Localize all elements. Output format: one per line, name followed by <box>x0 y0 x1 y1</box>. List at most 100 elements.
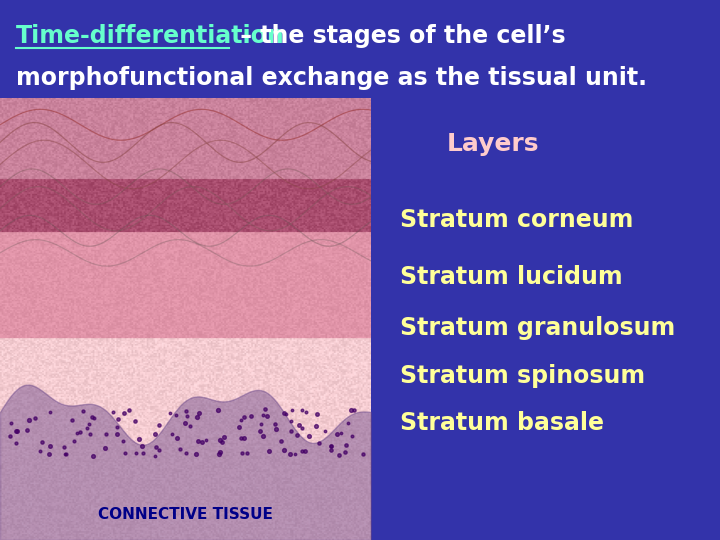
Point <box>190 450 202 458</box>
Point <box>134 434 145 443</box>
Point <box>215 435 226 444</box>
Point <box>320 426 331 435</box>
Point <box>130 449 142 457</box>
Point <box>331 429 343 438</box>
Point <box>35 447 46 455</box>
Point <box>174 445 186 454</box>
Point <box>333 450 345 459</box>
Point <box>235 434 247 442</box>
Point <box>280 410 292 418</box>
Point <box>59 442 71 451</box>
Point <box>181 411 193 420</box>
Point <box>241 448 253 457</box>
Point <box>45 408 56 416</box>
Point <box>88 414 99 422</box>
Point <box>138 449 149 457</box>
Point <box>86 413 98 421</box>
Point <box>246 412 257 421</box>
Point <box>77 406 89 415</box>
Point <box>311 409 323 418</box>
Text: – the stages of the cell’s: – the stages of the cell’s <box>232 24 565 48</box>
Text: Stratum corneum: Stratum corneum <box>400 208 633 232</box>
Point <box>235 416 247 424</box>
Point <box>24 416 35 424</box>
Point <box>297 406 308 415</box>
Point <box>196 438 207 447</box>
Point <box>75 428 86 436</box>
Point <box>212 406 223 415</box>
Point <box>238 434 250 442</box>
Point <box>153 445 165 454</box>
Point <box>325 442 337 451</box>
Point <box>346 432 358 441</box>
Point <box>269 419 280 428</box>
Point <box>325 441 337 450</box>
Point <box>217 438 228 447</box>
Point <box>68 437 80 445</box>
Point <box>254 426 266 435</box>
Point <box>342 418 354 427</box>
Point <box>284 449 295 458</box>
Point <box>136 442 148 450</box>
Text: Stratum granulosum: Stratum granulosum <box>400 316 675 340</box>
Point <box>150 443 162 451</box>
Point <box>153 421 165 429</box>
Point <box>149 430 161 438</box>
Point <box>171 434 183 443</box>
Point <box>166 430 178 439</box>
Point <box>112 429 123 438</box>
Point <box>184 421 196 430</box>
Text: Time-differentiation: Time-differentiation <box>16 24 284 48</box>
Point <box>179 418 191 427</box>
Point <box>275 436 287 445</box>
Text: morphofunctional exchange as the tissual unit.: morphofunctional exchange as the tissual… <box>16 66 647 90</box>
Point <box>99 443 111 452</box>
Point <box>258 411 269 420</box>
Point <box>303 431 315 440</box>
Point <box>264 447 275 455</box>
Point <box>310 422 322 431</box>
Text: CONNECTIVE TISSUE: CONNECTIVE TISSUE <box>98 508 273 522</box>
Point <box>214 447 225 456</box>
Point <box>192 436 204 445</box>
Point <box>287 406 298 415</box>
Point <box>66 416 78 424</box>
Point <box>296 423 307 432</box>
Point <box>59 449 71 458</box>
Point <box>149 451 161 460</box>
Point <box>325 446 337 454</box>
Point <box>270 424 282 433</box>
Point <box>279 409 290 417</box>
Point <box>112 423 123 431</box>
Point <box>12 427 23 435</box>
Point <box>88 451 99 460</box>
Point <box>255 420 266 429</box>
Point <box>340 441 351 449</box>
Text: Layers: Layers <box>446 132 539 156</box>
Point <box>170 411 181 420</box>
Point <box>44 441 55 450</box>
Point <box>291 431 302 440</box>
Point <box>194 408 205 417</box>
Point <box>313 438 325 447</box>
Point <box>285 427 297 435</box>
Point <box>279 445 290 454</box>
Point <box>4 431 16 440</box>
Point <box>258 431 269 440</box>
Point <box>84 430 96 438</box>
Point <box>118 409 130 417</box>
Point <box>219 433 230 441</box>
Point <box>84 420 95 428</box>
Point <box>112 415 124 424</box>
Point <box>285 417 297 426</box>
Point <box>357 449 369 458</box>
Point <box>213 450 225 458</box>
Point <box>108 408 120 417</box>
Point <box>200 436 212 444</box>
Point <box>29 414 40 422</box>
Point <box>119 449 130 457</box>
Text: Stratum spinosum: Stratum spinosum <box>400 364 644 388</box>
Point <box>300 407 312 416</box>
Point <box>192 413 203 422</box>
Point <box>100 430 112 438</box>
